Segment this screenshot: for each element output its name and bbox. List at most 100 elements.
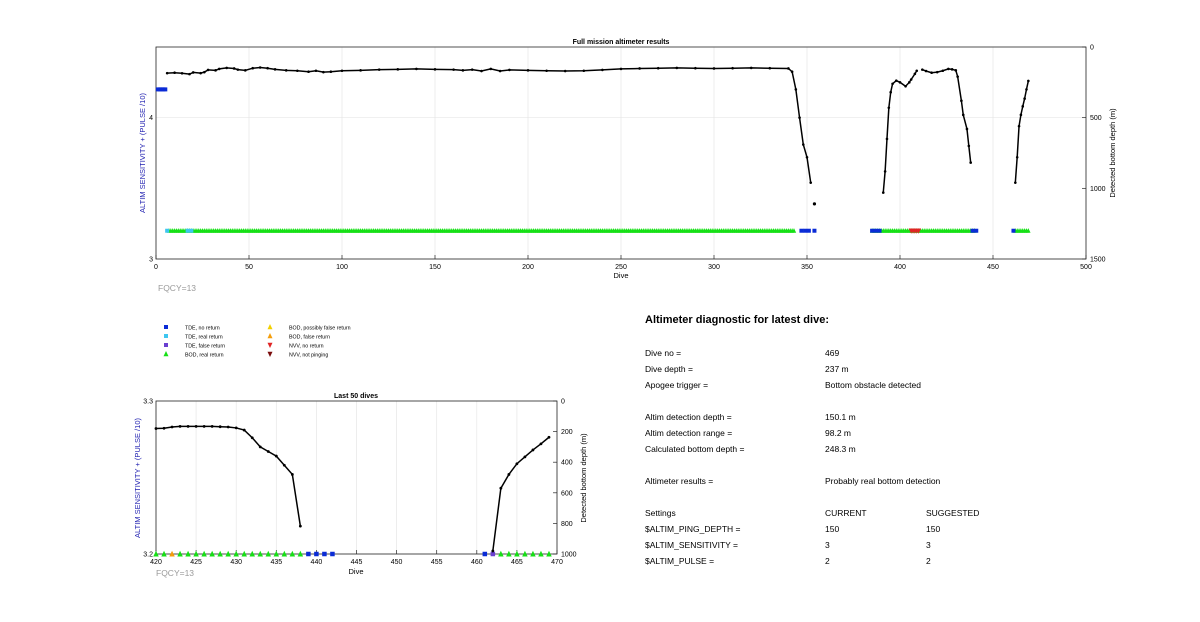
diag-row-altimeter-results: Altimeter results = Probably real bottom…	[645, 476, 1165, 488]
bottom-right-tick-label: 1000	[561, 552, 577, 559]
top-depth-point	[191, 71, 195, 74]
setting-suggested: 2	[926, 556, 931, 566]
top-depth-point	[924, 69, 928, 73]
top-fqcy-annotation: FQCY=13	[158, 283, 196, 293]
top-depth-point	[961, 113, 965, 117]
top-depth-point	[396, 68, 400, 71]
bottom-depth-point	[218, 425, 222, 429]
top-isolated-depth-point	[812, 202, 817, 206]
bottom-depth-point	[210, 424, 214, 428]
bottom-x-tick-label: 445	[351, 559, 363, 566]
top-depth-point	[307, 70, 310, 74]
top-chart-title: Full mission altimeter results	[573, 39, 670, 46]
top-x-tick-label: 300	[708, 264, 720, 271]
bottom-depth-point	[194, 424, 198, 428]
top-depth-point	[1021, 105, 1025, 108]
bottom-x-tick-label: 460	[471, 559, 483, 566]
top-tde-real-return-marker	[165, 228, 170, 233]
bottom-bod-real-return-marker	[530, 550, 536, 557]
top-tde-no-return-marker	[803, 228, 808, 233]
bottom-y-tick-label: 3.3	[143, 399, 153, 406]
legend-tde-no-return-marker	[164, 325, 168, 329]
bottom-bod-real-return-marker	[153, 550, 159, 557]
diag-row-detection-range: Altim detection range = 98.2 m	[645, 428, 1165, 440]
bottom-right-tick-label: 0	[561, 399, 565, 406]
top-depth-point	[805, 155, 809, 159]
setting-suggested: 3	[926, 540, 931, 550]
top-depth-point	[881, 191, 885, 194]
bottom-bod-real-return-marker	[233, 550, 239, 557]
bottom-tde-no-return-marker	[306, 551, 311, 557]
bottom-fqcy-annotation: FQCY=13	[156, 568, 194, 578]
diag-value: 469	[825, 348, 840, 358]
top-tde-no-return-marker	[163, 87, 168, 92]
top-depth-point	[601, 68, 604, 72]
bottom-depth-series-line	[155, 425, 302, 527]
top-right-tick-label: 500	[1090, 115, 1102, 122]
top-depth-point	[731, 66, 734, 70]
top-depth-point	[225, 66, 228, 70]
top-depth-point	[965, 127, 969, 131]
top-depth-point	[266, 66, 269, 70]
last-50-dives-chart: Last 50 dives Dive ALTIM SENSITIVITY + (…	[133, 393, 588, 578]
bottom-depth-point	[515, 462, 519, 466]
setting-label: $ALTIM_PULSE =	[645, 556, 715, 566]
bottom-depth-point	[523, 455, 527, 459]
setting-current: 2	[825, 556, 830, 566]
top-depth-point	[258, 66, 262, 69]
top-tde-no-return-marker	[873, 228, 878, 233]
legend-bod-false-return-marker	[267, 333, 273, 339]
diag-label: Apogee trigger =	[645, 380, 709, 390]
bottom-bod-real-return-marker	[177, 550, 183, 557]
diag-label: Calculated bottom depth =	[645, 444, 745, 454]
bottom-right-tick-label: 800	[561, 521, 573, 528]
bottom-right-axis-label: Detected bottom depth (m)	[579, 433, 588, 523]
top-nvv-no-return-marker	[916, 228, 922, 234]
top-bod-real-return-marker	[791, 228, 797, 233]
legend-tde-real-return-marker	[164, 334, 168, 338]
top-depth-point	[954, 69, 958, 72]
bottom-depth-point	[154, 427, 158, 430]
top-x-tick-label: 200	[522, 264, 534, 271]
top-right-tick-label: 1500	[1090, 257, 1106, 264]
top-depth-point	[1017, 124, 1021, 128]
diagnostic-title: Altimeter diagnostic for latest dive:	[645, 314, 829, 326]
bottom-y-tick-label: 3.2	[143, 552, 153, 559]
top-depth-point	[801, 143, 805, 146]
bottom-depth-point	[298, 524, 302, 528]
top-depth-point	[232, 67, 236, 70]
bottom-x-tick-label: 435	[270, 559, 282, 566]
top-depth-point	[1027, 79, 1030, 83]
top-depth-point	[236, 68, 240, 71]
bottom-x-tick-label: 425	[190, 559, 202, 566]
top-tde-no-return-marker	[870, 228, 875, 233]
diag-value: 98.2 m	[825, 428, 851, 438]
bottom-bod-real-return-marker	[514, 550, 520, 557]
top-depth-point	[935, 70, 939, 74]
diag-row-dive-no: Dive no = 469	[645, 348, 1165, 360]
top-right-tick-label: 0	[1090, 45, 1094, 52]
legend-bod-real-return-marker	[163, 351, 169, 357]
bottom-bod-real-return-marker	[546, 550, 552, 557]
top-x-tick-label: 350	[801, 264, 813, 271]
bottom-tde-no-return-marker	[330, 551, 335, 557]
bottom-bod-real-return-marker	[289, 550, 296, 557]
bottom-right-tick-label: 400	[561, 460, 573, 467]
diag-value: 237 m	[825, 364, 849, 374]
top-depth-point	[563, 69, 567, 73]
top-depth-point	[891, 82, 894, 86]
settings-header-current: CURRENT	[825, 508, 867, 518]
top-depth-point	[359, 69, 362, 72]
settings-row-ping-depth: $ALTIM_PING_DEPTH = 150 150	[645, 524, 1165, 536]
top-depth-series-line	[1014, 80, 1030, 183]
top-depth-point	[885, 137, 889, 141]
bottom-right-tick-label: 600	[561, 490, 573, 497]
top-x-tick-label: 250	[615, 264, 627, 271]
top-depth-point	[712, 67, 716, 70]
top-depth-point	[173, 71, 176, 75]
setting-suggested: 150	[926, 524, 941, 534]
top-depth-point	[619, 67, 623, 71]
top-depth-point	[461, 69, 465, 72]
bottom-bod-real-return-marker	[161, 550, 167, 557]
top-depth-point	[967, 144, 971, 148]
